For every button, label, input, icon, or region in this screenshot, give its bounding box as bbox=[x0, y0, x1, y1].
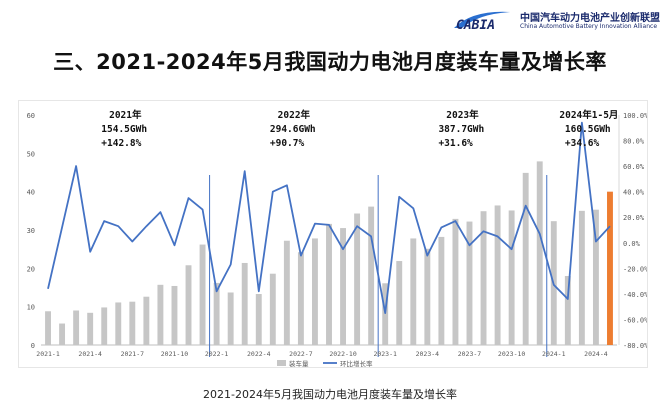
growth-rate-line bbox=[47, 121, 611, 314]
x-tick-label: 2023-10 bbox=[498, 350, 525, 358]
legend-label-bars: 装车量 bbox=[289, 359, 309, 367]
y-right-tick-label: 100.0% bbox=[623, 112, 647, 120]
bar-2021-1 bbox=[45, 311, 51, 345]
logo-swoosh-icon bbox=[454, 11, 510, 28]
x-tick-label: 2022-10 bbox=[329, 350, 356, 358]
y-right-tick-label: 80.0% bbox=[623, 138, 645, 146]
legend-label-line: 环比增长率 bbox=[340, 359, 373, 367]
bar-2021-5 bbox=[101, 307, 108, 345]
annotation-line: 2021年 bbox=[109, 109, 142, 121]
bar-2022-2 bbox=[227, 292, 234, 345]
x-tick-label: 2021-1 bbox=[36, 350, 60, 358]
logo-chinese-name: 中国汽车动力电池产业创新联盟 bbox=[520, 13, 660, 24]
bar-2023-6 bbox=[452, 218, 459, 345]
bar-2022-5 bbox=[269, 273, 276, 345]
bar-2023-2 bbox=[396, 261, 403, 345]
y-left-tick-label: 40 bbox=[27, 189, 35, 197]
x-tick-label: 2024-1 bbox=[542, 350, 566, 358]
bar-2022-11 bbox=[354, 213, 361, 345]
bar-2022-1 bbox=[213, 282, 220, 345]
legend-swatch-bars bbox=[277, 360, 286, 366]
bar-2022-4 bbox=[255, 294, 262, 345]
x-tick-label: 2024-4 bbox=[584, 350, 608, 358]
bar-2021-6 bbox=[115, 302, 122, 345]
bar-2022-12 bbox=[368, 206, 375, 345]
x-tick-label: 2022-1 bbox=[205, 350, 229, 358]
bar-2021-7 bbox=[129, 301, 136, 345]
bar-2021-2 bbox=[59, 323, 66, 345]
x-tick-label: 2023-4 bbox=[416, 350, 440, 358]
bar-2023-10 bbox=[508, 210, 515, 345]
y-left-tick-label: 60 bbox=[27, 112, 35, 120]
logo-english-name: China Automotive Battery Innovation Alli… bbox=[520, 23, 658, 30]
annotation-line: 154.5GWh bbox=[101, 124, 147, 135]
monthly-installation-chart: 0 10 20 30 40 50 60 -80.0% -60.0% -40.0% -20.0% 0.0… bbox=[27, 109, 650, 368]
y-right-tick-label: 60.0% bbox=[623, 163, 645, 171]
y-left-tick-label: 50 bbox=[27, 150, 35, 158]
x-tick-label: 2023-1 bbox=[373, 350, 397, 358]
chart-caption: 2021-2024年5月我国动力电池月度装车量及增长率 bbox=[203, 388, 457, 401]
bar-2021-11 bbox=[185, 265, 192, 345]
bar-2022-8 bbox=[312, 238, 318, 345]
annotation-line: 294.6GWh bbox=[270, 124, 316, 135]
annotation-line: 2024年1-5月 bbox=[559, 109, 618, 121]
annotation-line: +34.6% bbox=[565, 138, 600, 149]
y-right-tick-label: -40.0% bbox=[623, 291, 647, 299]
bar-2023-9 bbox=[494, 205, 501, 345]
bar-2024-5 bbox=[607, 191, 613, 345]
bar-2023-5 bbox=[438, 236, 445, 345]
annotation-line: +142.8% bbox=[101, 138, 141, 149]
x-tick-label: 2021-4 bbox=[78, 350, 102, 358]
bar-2023-8 bbox=[480, 211, 487, 345]
y-right-tick-label: 0.0% bbox=[623, 240, 641, 248]
y-left-tick-label: 0 bbox=[31, 342, 35, 350]
y-left-tick-label: 30 bbox=[27, 227, 35, 235]
bar-2022-7 bbox=[297, 252, 304, 345]
bar-2021-12 bbox=[199, 244, 206, 345]
x-tick-label: 2021-10 bbox=[161, 350, 188, 358]
chart-frame: 0 10 20 30 40 50 60 -80.0% -60.0% -40.0% -20.0% 0.0… bbox=[18, 100, 650, 368]
bar-2023-11 bbox=[522, 172, 529, 345]
bar-2023-4 bbox=[424, 248, 431, 345]
bar-2021-3 bbox=[73, 310, 80, 345]
annotation-line: +31.6% bbox=[438, 138, 473, 149]
logo-wordmark: CABIA bbox=[456, 18, 495, 32]
x-tick-label: 2022-7 bbox=[289, 350, 313, 358]
annotation-line: 387.7GWh bbox=[438, 124, 484, 135]
bar-2022-10 bbox=[340, 228, 346, 345]
y-right-tick-label: 20.0% bbox=[623, 214, 645, 222]
annotation-line: 2023年 bbox=[446, 109, 479, 121]
cabia-logo: CABIA 中国汽车动力电池产业创新联盟 China Automotive Ba… bbox=[452, 6, 660, 36]
y-right-tick-label: -80.0% bbox=[623, 342, 647, 350]
annotation-line: +90.7% bbox=[270, 138, 305, 149]
bar-2023-12 bbox=[536, 161, 543, 345]
bar-2023-3 bbox=[410, 238, 417, 345]
bar-2021-4 bbox=[87, 312, 94, 345]
annotation-line: 2022年 bbox=[278, 109, 311, 121]
x-tick-label: 2023-7 bbox=[458, 350, 482, 358]
x-tick-label: 2022-4 bbox=[247, 350, 271, 358]
bar-2021-9 bbox=[157, 284, 164, 345]
bar-2021-8 bbox=[143, 296, 150, 345]
bar-2024-4 bbox=[592, 209, 599, 345]
bar-2022-6 bbox=[283, 240, 290, 345]
bar-2022-9 bbox=[326, 223, 332, 345]
bar-2024-2 bbox=[564, 276, 571, 345]
bar-2023-7 bbox=[466, 221, 473, 345]
cabia-logo-mark: CABIA bbox=[454, 11, 510, 32]
bar-2021-10 bbox=[171, 285, 178, 345]
bar-2023-1 bbox=[382, 283, 389, 345]
bar-2024-3 bbox=[578, 210, 585, 345]
y-left-tick-label: 20 bbox=[27, 265, 35, 273]
annotation-line: 160.5GWh bbox=[565, 124, 611, 135]
y-right-tick-label: -20.0% bbox=[623, 265, 647, 273]
y-right-tick-label: 40.0% bbox=[623, 189, 645, 197]
y-right-tick-label: -60.0% bbox=[623, 316, 647, 324]
y-left-tick-label: 10 bbox=[27, 304, 35, 312]
x-tick-label: 2021-7 bbox=[121, 350, 145, 358]
page-title: 三、2021-2024年5月我国动力电池月度装车量及增长率 bbox=[53, 50, 607, 74]
bar-2022-3 bbox=[241, 262, 248, 345]
